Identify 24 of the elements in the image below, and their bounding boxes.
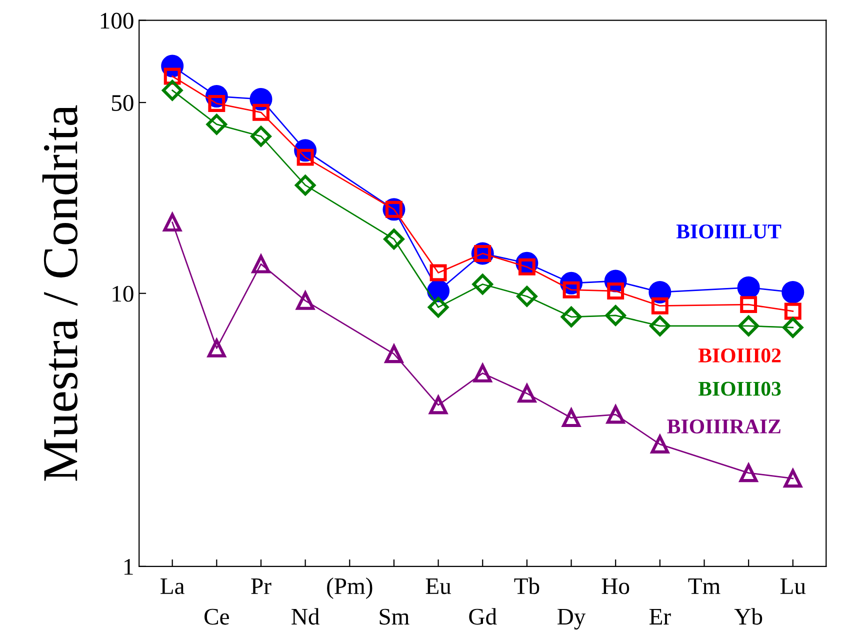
x-tick-label: Lu: [780, 578, 806, 594]
x-tick-label: Ce: [204, 608, 229, 625]
x-tick-label: Sm: [380, 608, 410, 625]
x-tick-label: Dy: [558, 608, 586, 630]
x-tick-label: Ho: [602, 578, 630, 594]
x-tick-label: Er: [649, 609, 671, 624]
y-tick-label: 50: [112, 95, 134, 111]
x-tick-label: Tm: [688, 578, 720, 594]
y-tick-label: 10: [112, 286, 134, 302]
y-tick-label: 100: [100, 12, 134, 29]
text: BIOIII03: [698, 382, 781, 396]
x-tick-label: Nd: [292, 608, 320, 625]
x-tick-label: Tb: [514, 578, 540, 594]
series-label: BIOIII02: [698, 348, 781, 362]
x-tick-label: Eu: [426, 578, 452, 594]
x-tick-label: Pr: [251, 578, 272, 594]
x-tick-label: Gd: [469, 608, 497, 625]
x-tick-label: Yb: [734, 608, 762, 625]
series-label: BIOIIIRAIZ: [667, 419, 780, 434]
x-tick-label: La: [160, 578, 184, 594]
text: BIOIIILUT: [676, 224, 782, 239]
x-tick-label: (Pm): [327, 578, 372, 599]
y-axis-title: Muestra / Condrita: [42, 105, 78, 481]
y-tick-label: 1: [124, 559, 133, 575]
